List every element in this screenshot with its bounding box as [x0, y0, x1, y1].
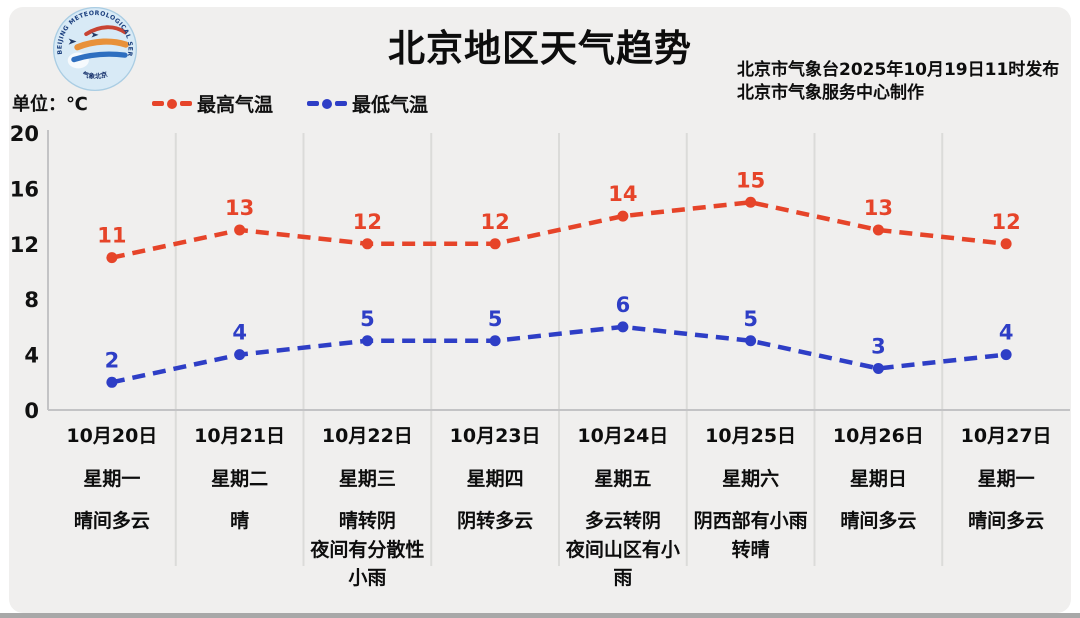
y-tick-label: 12	[10, 233, 39, 257]
low-temp-line	[111, 324, 1007, 385]
y-tick-label: 16	[10, 177, 39, 201]
data-point-marker	[489, 335, 501, 347]
data-point-marker	[617, 321, 629, 333]
day-weekday-label: 星期三	[338, 468, 396, 490]
y-tick-label: 8	[24, 288, 39, 312]
day-weekday-label: 星期一	[977, 468, 1035, 490]
day-weekday-label: 星期一	[83, 468, 141, 490]
day-weekday-label: 星期六	[722, 468, 780, 490]
data-point-marker	[234, 349, 246, 361]
beijing-meteorological-service-logo: BEIJING METEOROLOGICAL SERVICE 气象北京	[50, 5, 138, 92]
data-point-marker	[489, 238, 501, 250]
day-date-label: 10月21日	[194, 425, 286, 447]
issued-info: 北京市气象台2025年10月19日11时发布 北京市气象服务中心制作	[737, 59, 1059, 105]
legend-item-high-temp: 最高气温	[152, 90, 273, 117]
high-temp-line-swatch-icon	[152, 98, 192, 109]
page-title: 北京地区天气趋势	[388, 27, 692, 70]
data-point-value-label: 14	[608, 182, 637, 206]
data-point-value-label: 15	[736, 168, 765, 192]
data-point-marker	[361, 335, 373, 347]
logo-red-swoosh	[84, 25, 127, 37]
day-date-label: 10月24日	[577, 425, 669, 447]
data-point-value-label: 13	[225, 196, 254, 220]
data-point-value-label: 4	[232, 321, 247, 345]
data-point-marker	[106, 252, 118, 264]
low-temp-line-swatch-icon	[307, 98, 348, 109]
day-date-label: 10月22日	[321, 425, 413, 447]
logo-bird-icon	[91, 32, 99, 38]
day-column: 10月21日 星期二晴	[176, 421, 304, 593]
day-date-label: 10月23日	[449, 425, 541, 447]
svg-text:气象北京: 气象北京	[81, 69, 109, 81]
data-point-marker	[745, 335, 757, 347]
data-point-value-label: 13	[864, 196, 893, 220]
logo-orange-swoosh	[74, 38, 129, 51]
day-column: 10月20日 星期一晴间多云	[48, 421, 176, 593]
y-tick-label: 20	[10, 122, 39, 146]
data-point-marker	[106, 376, 118, 388]
unit-label: 单位：℃	[12, 94, 88, 115]
day-weekday-label: 星期日	[849, 468, 907, 490]
data-point-value-label: 3	[871, 334, 886, 358]
day-weather-label: 晴转阴 夜间有分散性小雨	[310, 510, 425, 589]
data-point-value-label: 2	[105, 348, 120, 372]
day-weather-label: 阴转多云	[457, 510, 534, 532]
high-temp-line	[111, 199, 1007, 260]
issued-line1: 北京市气象台2025年10月19日11时发布	[737, 60, 1060, 80]
legend-label-high-temp: 最高气温	[197, 94, 274, 116]
day-column: 10月24日 星期五多云转阴 夜间山区有小雨	[559, 421, 687, 593]
data-point-value-label: 5	[488, 307, 503, 331]
day-date-label: 10月26日	[832, 425, 924, 447]
day-column: 10月26日 星期日晴间多云	[815, 421, 943, 593]
legend-item-low-temp: 最低气温	[307, 90, 428, 117]
logo-blue-swoosh	[71, 51, 128, 63]
data-point-value-label: 12	[481, 210, 510, 234]
data-point-marker	[872, 224, 884, 236]
data-point-marker	[617, 210, 629, 222]
day-column: 10月25日 星期六阴西部有小雨转晴	[687, 421, 815, 593]
bottom-edge-bar	[0, 613, 1080, 618]
issued-line2: 北京市气象服务中心制作	[737, 83, 924, 103]
chart-card	[9, 7, 1071, 613]
day-weather-label: 晴间多云	[968, 510, 1045, 532]
day-weekday-label: 星期五	[594, 468, 652, 490]
day-column: 10月22日 星期三晴转阴 夜间有分散性小雨	[304, 421, 432, 593]
data-point-marker	[1000, 238, 1012, 250]
y-tick-label: 4	[24, 344, 39, 368]
data-point-value-label: 5	[743, 307, 758, 331]
day-weather-label: 晴间多云	[73, 510, 150, 532]
data-point-value-label: 5	[360, 307, 375, 331]
day-weekday-label: 星期四	[466, 468, 524, 490]
data-point-value-label: 6	[616, 293, 631, 317]
legend-label-low-temp: 最低气温	[352, 94, 429, 116]
data-point-value-label: 4	[999, 321, 1014, 345]
data-point-value-label: 12	[992, 210, 1021, 234]
day-date-label: 10月25日	[705, 425, 797, 447]
data-point-marker	[361, 238, 373, 250]
data-point-marker	[234, 224, 246, 236]
data-point-value-label: 12	[353, 210, 382, 234]
data-point-marker	[872, 362, 884, 374]
day-column: 10月23日 星期四阴转多云	[431, 421, 559, 593]
day-weather-label: 晴	[230, 510, 250, 532]
day-date-label: 10月27日	[960, 425, 1052, 447]
data-point-marker	[745, 196, 757, 208]
data-point-marker	[1000, 349, 1012, 361]
logo-bird-icon	[68, 38, 77, 45]
y-tick-label: 0	[24, 399, 39, 423]
day-labels-row: 10月20日 星期一 晴间多云 10月21日 星期二晴 10月22日 星期三 晴转阴 夜间有分…	[48, 421, 1070, 593]
day-weather-label: 晴间多云	[840, 510, 917, 532]
day-date-label: 10月20日	[66, 425, 158, 447]
day-column: 10月27日 星期一晴间多云	[942, 421, 1070, 593]
logo-bottom-text: 气象北京	[81, 69, 109, 81]
chart-legend: 最高气温 最低气温	[152, 90, 428, 117]
day-weekday-label: 星期二	[211, 468, 269, 490]
day-weather-label: 多云转阴 夜间山区有小雨	[565, 510, 680, 589]
data-point-value-label: 11	[97, 224, 126, 248]
day-weather-label: 阴西部有小雨转晴	[693, 510, 808, 561]
